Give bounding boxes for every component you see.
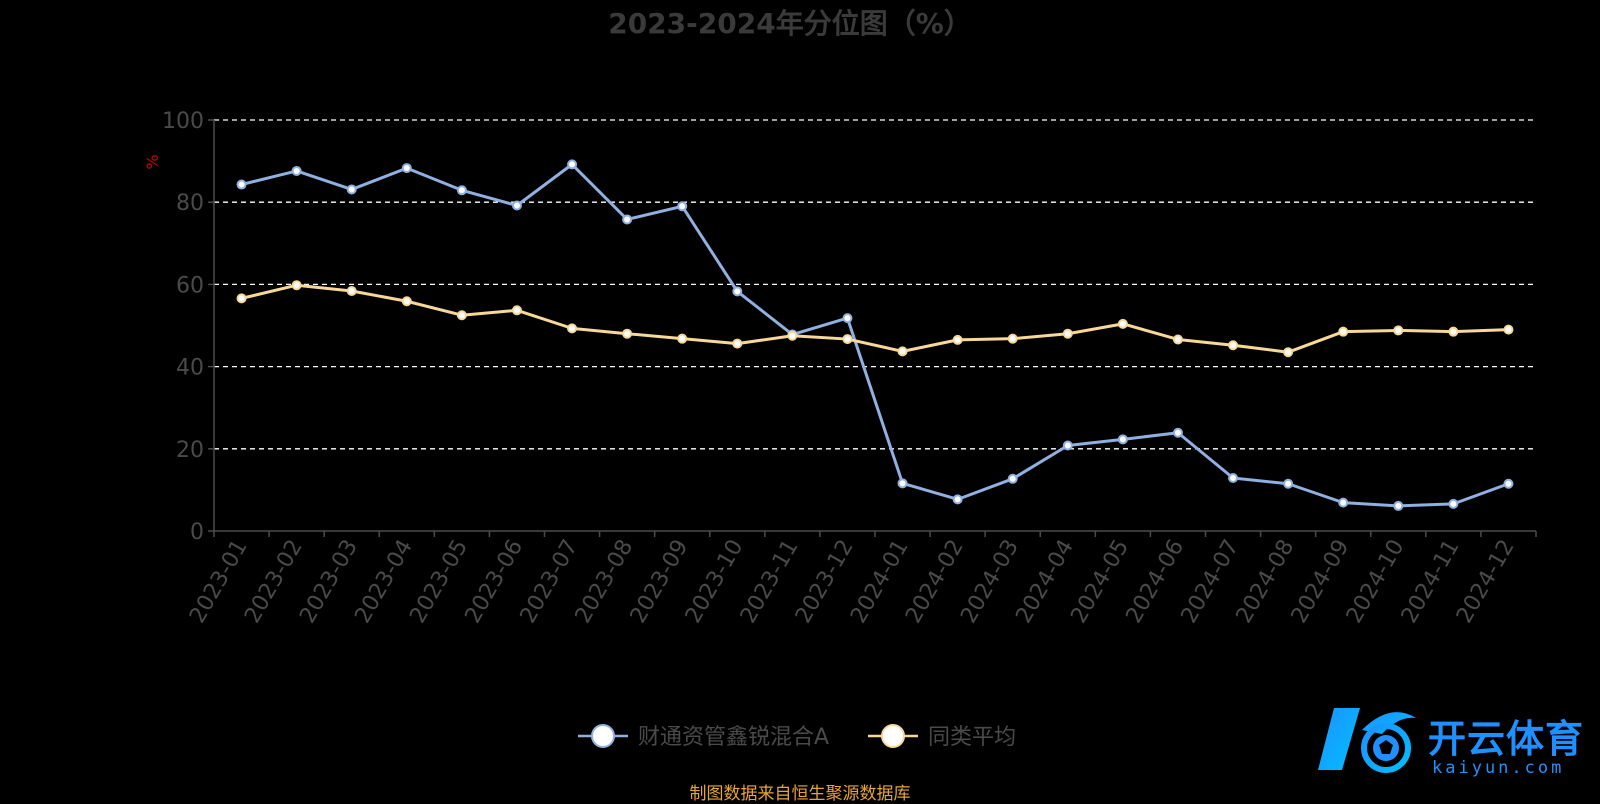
axes: 0204060801002023-012023-022023-032023-04… (162, 109, 1537, 628)
data-point[interactable] (1172, 427, 1183, 438)
series-layer (236, 159, 1514, 511)
data-point[interactable] (1062, 440, 1073, 451)
data-point[interactable] (952, 334, 963, 345)
y-tick-label: 100 (162, 109, 204, 134)
data-point[interactable] (1228, 472, 1239, 483)
data-point[interactable] (1007, 333, 1018, 344)
data-point[interactable] (732, 338, 743, 349)
data-point[interactable] (236, 293, 247, 304)
legend-label: 同类平均 (928, 725, 1016, 750)
y-tick-label: 60 (176, 273, 204, 298)
data-point[interactable] (291, 165, 302, 176)
data-point[interactable] (511, 200, 522, 211)
data-point[interactable] (1117, 318, 1128, 329)
data-point[interactable] (677, 201, 688, 212)
legend-item-1[interactable]: 同类平均 (868, 724, 1016, 750)
data-point[interactable] (1503, 324, 1514, 335)
kaiyun-logo-icon (1318, 708, 1416, 773)
data-point[interactable] (456, 310, 467, 321)
data-point[interactable] (291, 280, 302, 291)
series-line-0 (241, 162, 1509, 508)
data-point[interactable] (456, 185, 467, 196)
y-tick-label: 40 (176, 356, 204, 381)
data-point[interactable] (677, 333, 688, 344)
data-point[interactable] (1393, 325, 1404, 336)
data-point[interactable] (1228, 340, 1239, 351)
data-point[interactable] (897, 478, 908, 489)
data-point[interactable] (567, 323, 578, 334)
legend-marker-icon (881, 724, 905, 748)
data-point[interactable] (1283, 478, 1294, 489)
data-point[interactable] (346, 285, 357, 296)
data-point[interactable] (732, 286, 743, 297)
y-tick-label: 80 (176, 191, 204, 216)
data-point[interactable] (1007, 473, 1018, 484)
data-point[interactable] (842, 313, 853, 324)
data-point[interactable] (1117, 434, 1128, 445)
data-point[interactable] (1503, 478, 1514, 489)
legend-label: 财通资管鑫锐混合A (638, 725, 829, 750)
data-point[interactable] (1062, 328, 1073, 339)
data-point[interactable] (1338, 497, 1349, 508)
data-point[interactable] (787, 330, 798, 341)
data-point[interactable] (952, 494, 963, 505)
data-point[interactable] (401, 296, 412, 307)
watermark-subtext: kaiyun.com (1432, 758, 1565, 778)
y-tick-label: 0 (190, 520, 204, 545)
source-note: 制图数据来自恒生聚源数据库 (689, 784, 911, 804)
data-point[interactable] (622, 328, 633, 339)
legend[interactable]: 财通资管鑫锐混合A 同类平均 (578, 724, 1016, 750)
data-point[interactable] (1338, 326, 1349, 337)
data-point[interactable] (842, 334, 853, 345)
data-point[interactable] (897, 346, 908, 357)
y-tick-label: 20 (176, 438, 204, 463)
legend-item-0[interactable]: 财通资管鑫锐混合A (578, 724, 829, 750)
data-point[interactable] (1283, 347, 1294, 358)
legend-marker-icon (591, 724, 615, 748)
data-point[interactable] (511, 305, 522, 316)
watermark-text: 开云体育 (1428, 717, 1585, 761)
data-point[interactable] (622, 214, 633, 225)
data-point[interactable] (1172, 334, 1183, 345)
data-point[interactable] (346, 184, 357, 195)
series-line-1 (241, 283, 1509, 354)
data-point[interactable] (1393, 500, 1404, 511)
data-point[interactable] (1448, 498, 1459, 509)
data-point[interactable] (401, 163, 412, 174)
y-axis-label: % (143, 154, 162, 169)
data-point[interactable] (1448, 326, 1459, 337)
data-point[interactable] (236, 179, 247, 190)
grid (214, 119, 1536, 450)
watermark-logo (1312, 700, 1592, 780)
data-point[interactable] (567, 159, 578, 170)
chart-title: 2023-2024年分位图（%） (608, 7, 972, 40)
